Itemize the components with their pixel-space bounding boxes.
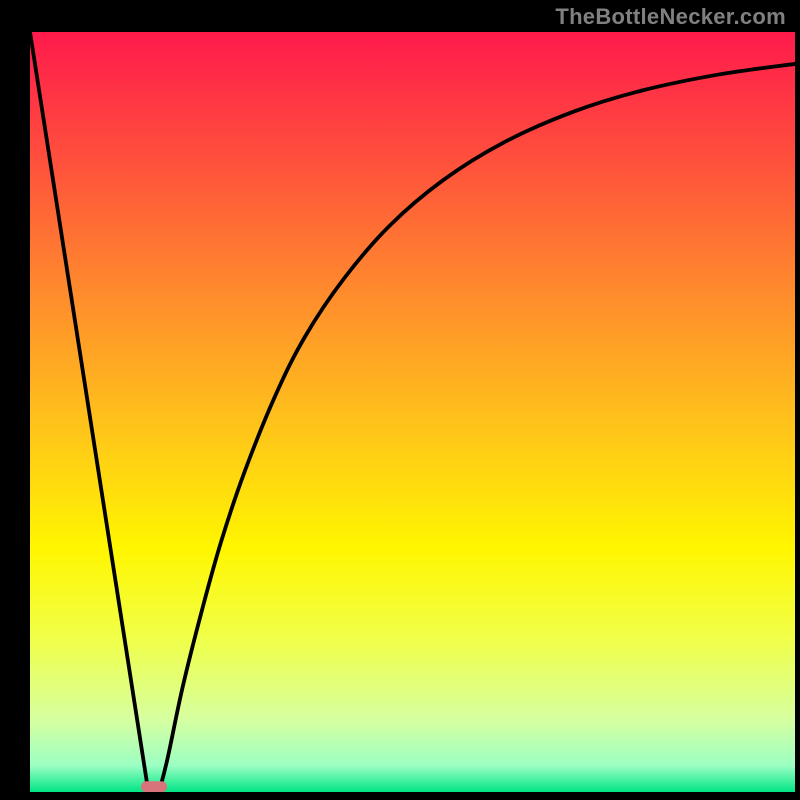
bottleneck-marker <box>141 781 167 792</box>
watermark-text: TheBottleNecker.com <box>555 4 786 30</box>
series-right-curve <box>160 64 795 788</box>
chart-frame: TheBottleNecker.com <box>0 0 800 800</box>
curve-layer <box>30 32 795 792</box>
plot-area <box>30 32 795 792</box>
series-left-descent <box>30 32 148 788</box>
